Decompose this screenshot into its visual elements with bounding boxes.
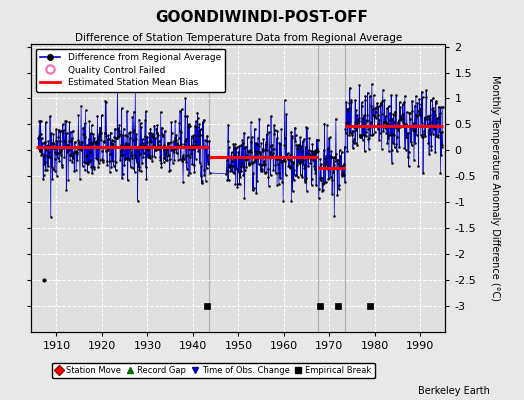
Y-axis label: Monthly Temperature Anomaly Difference (°C): Monthly Temperature Anomaly Difference (…: [490, 75, 500, 301]
Legend: Station Move, Record Gap, Time of Obs. Change, Empirical Break: Station Move, Record Gap, Time of Obs. C…: [52, 362, 375, 378]
Text: GOONDIWINDI-POST-OFF: GOONDIWINDI-POST-OFF: [156, 10, 368, 25]
Text: Berkeley Earth: Berkeley Earth: [418, 386, 490, 396]
Title: Difference of Station Temperature Data from Regional Average: Difference of Station Temperature Data f…: [75, 33, 402, 43]
